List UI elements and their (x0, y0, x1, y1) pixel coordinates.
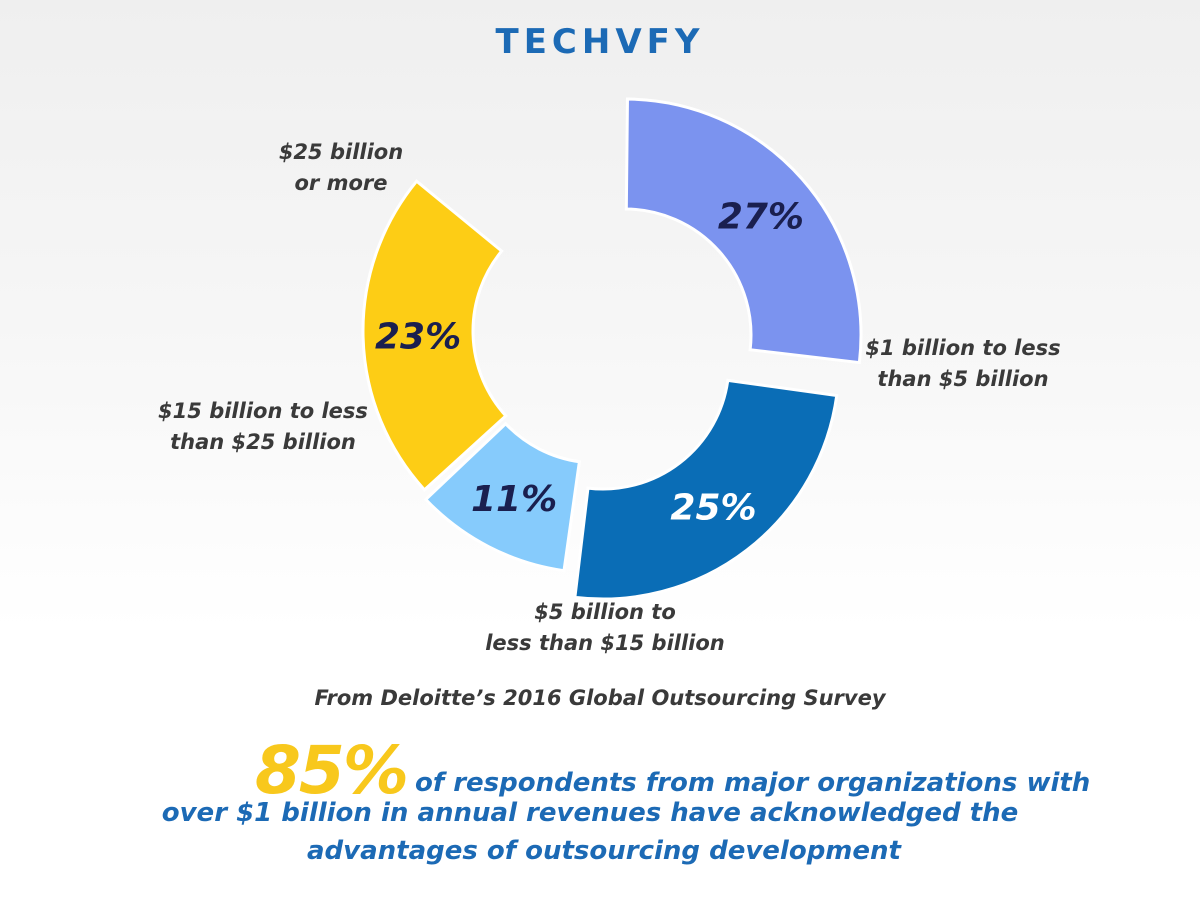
highlight-number: 85% (255, 732, 409, 809)
donut-slice-25b-plus (361, 179, 508, 492)
donut-slice-5b-15b (573, 378, 839, 601)
donut-value-label-5b-15b: 25% (670, 487, 756, 528)
category-label-line: $1 billion to less (865, 336, 1061, 360)
category-label-line: $15 billion to less (158, 399, 368, 423)
highlight-text-3: advantages of outsourcing development (307, 836, 901, 866)
highlight-line-1: 85% of respondents from major organizatio… (255, 732, 1090, 809)
donut-value-label-25b-plus: 23% (375, 317, 461, 358)
highlight-line-3: advantages of outsourcing development (0, 836, 1200, 866)
category-label-line: or more (294, 171, 388, 195)
category-label-line: than $25 billion (170, 430, 356, 454)
donut-slices (361, 97, 863, 601)
techvfy-logo: TECHVFY (495, 22, 705, 62)
category-label-25b-plus: $25 billion or more (256, 137, 426, 199)
category-label-1b-5b: $1 billion to less than $5 billion (858, 333, 1068, 395)
category-label-line: less than $15 billion (485, 631, 725, 655)
highlight-line-2: over $1 billion in annual revenues have … (0, 798, 1200, 828)
highlight-text-2: over $1 billion in annual revenues have … (161, 798, 1019, 828)
donut-slice-1b-5b (624, 97, 863, 365)
donut-slice-15b-25b (423, 421, 582, 573)
donut-value-label-15b-25b: 11% (471, 479, 557, 520)
category-label-5b-15b: $5 billion to less than $15 billion (470, 597, 740, 659)
category-label-line: $5 billion to (534, 600, 676, 624)
source-caption: From Deloitte’s 2016 Global Outsourcing … (314, 686, 886, 710)
highlight-text-1: of respondents from major organizations … (414, 768, 1091, 798)
category-label-15b-25b: $15 billion to less than $25 billion (148, 396, 378, 458)
category-label-line: than $5 billion (877, 367, 1049, 391)
category-label-line: $25 billion (278, 140, 404, 164)
donut-value-label-1b-5b: 27% (718, 196, 804, 237)
donut-value-labels: 27% 25% 11% 23% (375, 196, 804, 528)
